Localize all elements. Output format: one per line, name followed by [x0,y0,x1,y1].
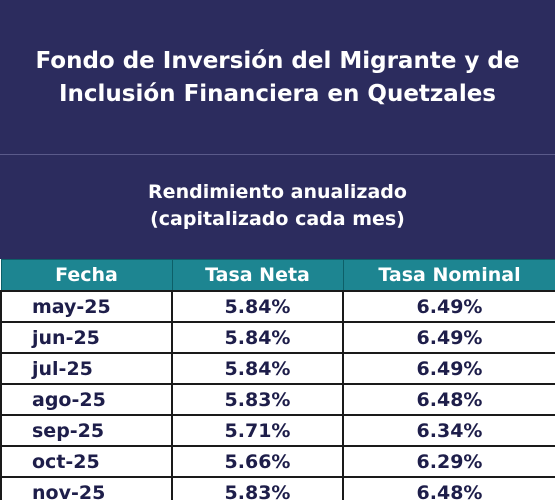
nominal-rate-cell: 6.49% [342,290,555,323]
nominal-rate-cell: 6.29% [342,445,555,478]
date-cell: may-25 [0,290,173,323]
date-cell: sep-25 [0,414,173,447]
column-header-tasa-nominal: Tasa Nominal [342,259,555,291]
net-rate-cell: 5.84% [171,290,344,323]
yield-subtitle: Rendimiento anualizado (capitalizado cad… [0,155,555,259]
fund-title-line-1: Fondo de Inversión del Migrante y de [35,48,520,74]
net-rate-cell: 5.84% [171,352,344,385]
net-rate-cell: 5.83% [171,383,344,416]
column-header-fecha: Fecha [0,259,173,291]
table-row: may-25 5.84% 6.49% [0,290,555,323]
yield-subtitle-line-2: (capitalizado cada mes) [150,208,405,230]
nominal-rate-cell: 6.48% [342,383,555,416]
table-row: nov-25 5.83% 6.48% [0,476,555,500]
net-rate-cell: 5.83% [171,476,344,500]
date-cell: jun-25 [0,321,173,354]
rates-table-header: Fecha Tasa Neta Tasa Nominal [0,259,555,291]
table-row: ago-25 5.83% 6.48% [0,383,555,416]
nominal-rate-cell: 6.49% [342,321,555,354]
table-row: jul-25 5.84% 6.49% [0,352,555,385]
fund-title: Fondo de Inversión del Migrante y de Inc… [0,0,555,155]
nominal-rate-cell: 6.48% [342,476,555,500]
date-cell: jul-25 [0,352,173,385]
column-header-tasa-neta: Tasa Neta [171,259,344,291]
nominal-rate-cell: 6.49% [342,352,555,385]
net-rate-cell: 5.84% [171,321,344,354]
table-row: sep-25 5.71% 6.34% [0,414,555,447]
rates-table: Fecha Tasa Neta Tasa Nominal may-25 5.84… [0,259,555,500]
yield-subtitle-line-1: Rendimiento anualizado [148,181,407,203]
date-cell: oct-25 [0,445,173,478]
fund-title-line-2: Inclusión Financiera en Quetzales [58,81,496,107]
date-cell: nov-25 [0,476,173,500]
table-row: jun-25 5.84% 6.49% [0,321,555,354]
nominal-rate-cell: 6.34% [342,414,555,447]
net-rate-cell: 5.66% [171,445,344,478]
date-cell: ago-25 [0,383,173,416]
table-row: oct-25 5.66% 6.29% [0,445,555,478]
net-rate-cell: 5.71% [171,414,344,447]
